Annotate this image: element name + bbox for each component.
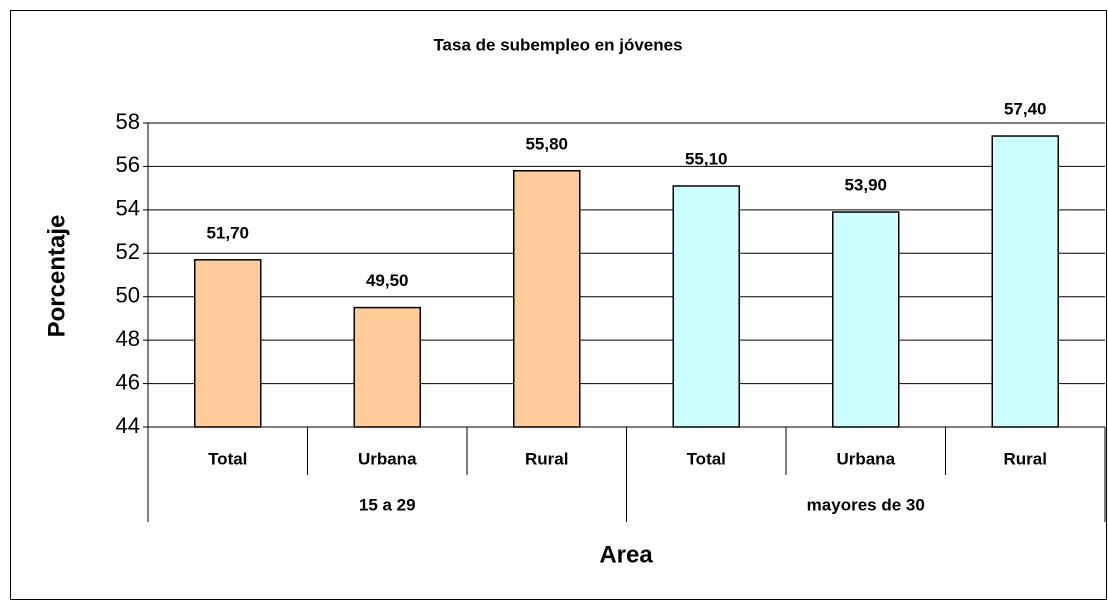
- value-label: 49,50: [366, 271, 409, 290]
- y-tick-label: 54: [116, 196, 140, 221]
- x-tick-label: Rural: [1004, 449, 1047, 468]
- x-tick-label: Total: [208, 449, 247, 468]
- y-tick-label: 56: [116, 152, 140, 177]
- x-tick-label: Urbana: [358, 449, 417, 468]
- value-label: 55,80: [525, 134, 568, 153]
- bar: [991, 135, 1059, 428]
- y-axis-title: Porcentaje: [43, 215, 70, 338]
- y-tick-label: 46: [116, 369, 140, 394]
- bar: [672, 185, 740, 428]
- y-tick-label: 44: [116, 413, 140, 438]
- chart-title: Tasa de subempleo en jóvenes: [433, 35, 682, 54]
- x-tick-label: Rural: [525, 449, 568, 468]
- bar: [353, 306, 421, 428]
- bar: [832, 211, 900, 428]
- x-axis-title: Area: [599, 541, 653, 568]
- y-tick-label: 58: [116, 109, 140, 134]
- group-label: 15 a 29: [359, 495, 416, 514]
- bar: [513, 170, 581, 428]
- x-tick-label: Urbana: [836, 449, 895, 468]
- x-tick-label: Total: [687, 449, 726, 468]
- value-label: 57,40: [1004, 100, 1047, 119]
- bar: [194, 259, 262, 428]
- y-tick-label: 50: [116, 283, 140, 308]
- y-tick-label: 48: [116, 326, 140, 351]
- value-label: 51,70: [206, 223, 249, 242]
- value-label: 55,10: [685, 149, 728, 168]
- group-label: mayores de 30: [807, 495, 925, 514]
- y-tick-label: 52: [116, 239, 140, 264]
- value-label: 53,90: [844, 176, 887, 195]
